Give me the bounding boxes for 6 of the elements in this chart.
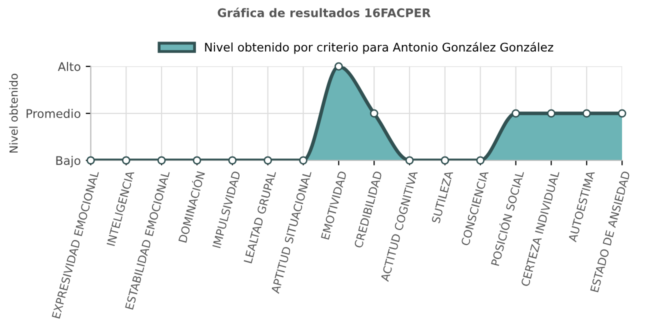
chart-title: Gráfica de resultados 16FACPER [218, 8, 431, 18]
category-label: Promedio [26, 108, 80, 118]
legend-label: Nivel obtenido por criterio para Antonio González González [205, 42, 554, 54]
y-axis-title: Nivel obtenido [9, 74, 18, 153]
category-label: Alto [58, 62, 80, 72]
category-label: Bajo [56, 156, 80, 168]
